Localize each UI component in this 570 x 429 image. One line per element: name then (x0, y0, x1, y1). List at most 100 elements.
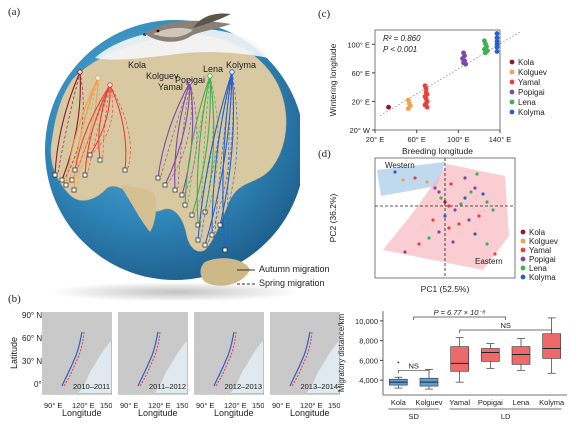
panel-label-b: (b) (8, 293, 21, 305)
wintering-site-marker (217, 222, 223, 228)
pca-point-popigai (473, 186, 477, 190)
group-label-ld: LD (501, 412, 511, 421)
pca-point-popigai (433, 186, 437, 190)
pca-point-lena (475, 172, 479, 176)
wintering-site-marker (72, 167, 78, 173)
category-label-kola: Kola (391, 398, 407, 407)
sd-ns-bracket (397, 369, 430, 374)
autumn-route-kolyma (222, 71, 233, 251)
western-cluster-hull (377, 162, 445, 196)
autumn-route-popigai (157, 81, 191, 179)
autumn-route-lena (191, 75, 211, 216)
panel-b-xlabel: Longitude (214, 408, 254, 418)
sd-vs-ld-p-label: P = 6.77 × 10⁻⁸ (434, 308, 486, 317)
year-map-2013–2014: 2013–2014 90° E 120° E 150° E (270, 312, 340, 410)
panel-b-xtick: 150° E (100, 401, 112, 410)
ld-ns-label: NS (500, 321, 510, 330)
box-yamal (450, 346, 469, 372)
wintering-site-marker (202, 242, 208, 248)
panel-b-xlabel: Longitude (138, 408, 178, 418)
spring-track (139, 331, 161, 387)
data-point-lena (483, 50, 488, 56)
outlier-kola (397, 361, 400, 364)
x-tick-label: 60° E (407, 135, 425, 144)
spring-route-kola (57, 71, 81, 174)
pca-point-popigai (437, 230, 441, 234)
site-label-kolyma: Kolyma (226, 60, 257, 70)
pca-point-kolguev (425, 180, 429, 184)
panel-b-xtick: 120° E (224, 401, 247, 410)
pca-point-yamal (449, 182, 453, 186)
wintering-site-marker (122, 167, 128, 173)
autumn-route-kolguev (65, 77, 99, 186)
pca-point-kolyma (473, 232, 477, 236)
x-tick-label: 100° E (447, 135, 470, 144)
category-label-yamal: Yamal (449, 398, 470, 407)
legend-label-popigai: Popigai (529, 255, 556, 264)
autumn-route-yamal (89, 84, 111, 156)
wintering-site-marker (82, 172, 88, 178)
pca-point-kolyma (463, 196, 467, 200)
legend-label-yamal: Yamal (518, 78, 540, 87)
pca-point-popigai (451, 240, 455, 244)
autumn-track (61, 331, 83, 387)
arctic-ice (95, 28, 268, 60)
spring-route-kolguev (68, 77, 99, 184)
panel-b-xtick: 120° E (72, 401, 95, 410)
spring-route-yamal (109, 84, 131, 169)
pca-point-yamal (477, 214, 481, 218)
spring-track (291, 331, 313, 387)
panel-b-xtick: 90° E (120, 401, 138, 410)
spring-route-popigai (184, 81, 198, 194)
x-tick-label: 20° E (366, 135, 384, 144)
wintering-site-marker (52, 172, 58, 178)
data-point-kola (386, 104, 391, 110)
data-point-kolguev (405, 106, 411, 111)
australia-landmass (200, 258, 250, 286)
year-label: 2011–2012 (149, 382, 186, 391)
pca-point-lena (469, 190, 473, 194)
wintering-site-marker (222, 247, 228, 253)
pca-point-popigai (403, 250, 407, 254)
wintering-site-marker (182, 202, 188, 208)
year-label: 2010–2011 (73, 382, 110, 391)
legend-marker-popigai (520, 256, 526, 262)
panel-b-ytick: 30° N (22, 357, 43, 366)
box-kolyma (542, 333, 561, 359)
panel-b-xlabel: Longitude (62, 408, 102, 418)
panel-b-ytick: 90° N (22, 311, 43, 320)
group-label-sd: SD (408, 412, 419, 421)
india-landmass (120, 185, 157, 232)
site-label-yamal: Yamal (158, 82, 183, 92)
wintering-site-marker (59, 177, 65, 183)
panel-b-xtick: 150° E (328, 401, 340, 410)
panel-b-xtick: 150° E (176, 401, 188, 410)
autumn-route-yamal (74, 84, 111, 171)
legend-label-popigai: Popigai (518, 88, 545, 97)
wintering-site-marker (63, 182, 69, 188)
pca-point-yamal (413, 176, 417, 180)
sd-ns-label: NS (408, 361, 418, 370)
pca-point-yamal (447, 226, 451, 230)
wintering-site-marker (195, 222, 201, 228)
spring-route-popigai (177, 81, 191, 189)
year-map-2012–2013: 2012–2013 90° E 120° E 150° E (194, 312, 264, 410)
autumn-route-kolyma (219, 71, 235, 226)
pca-point-kolyma (481, 192, 485, 196)
panel-b-ytick: 60° N (22, 334, 43, 343)
box-lena (511, 346, 531, 365)
pca-point-lena (485, 242, 489, 246)
migration-globe-map (45, 20, 300, 300)
y-axis-label: PC2 (36.2%) (328, 194, 338, 243)
y-tick-label: 20° W (349, 126, 370, 135)
autumn-route-kolguev (73, 77, 99, 191)
y-tick-label: 60° E (352, 69, 370, 78)
pca-point-yamal (431, 218, 435, 222)
panel-b-ytick: 0° (34, 380, 42, 389)
spring-route-kolguev (76, 77, 99, 189)
data-point-kolyma (494, 44, 500, 50)
panel-b-xlabel: Longitude (290, 408, 330, 418)
legend-marker-yamal (520, 247, 526, 253)
migratory-distance-boxplot: 4,000 6,000 8,000 10,000 Migratory distance/… (337, 308, 567, 421)
spring-route-yamal (102, 84, 111, 159)
